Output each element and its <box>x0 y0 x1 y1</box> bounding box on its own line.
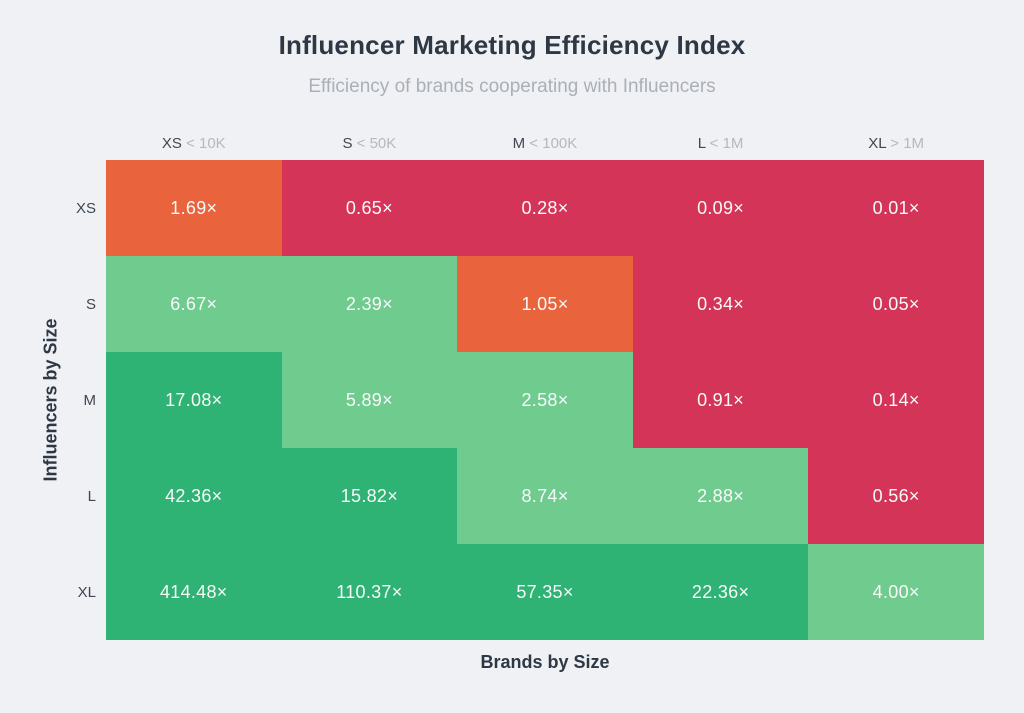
column-threshold-label: > 1M <box>886 135 925 152</box>
column-header-xs: XS < 10K <box>106 133 282 155</box>
cell-l-xs: 42.36× <box>106 448 282 544</box>
cell-xl-l: 22.36× <box>632 544 809 640</box>
column-threshold-label: < 50K <box>352 135 397 152</box>
cell-l-s: 15.82× <box>281 448 458 544</box>
cell-m-l: 0.91× <box>632 352 809 448</box>
x-axis-title: Brands by Size <box>480 652 610 672</box>
x-axis-column-headers: XS < 10K S < 50K M < 100K L < 1M XL > 1M <box>106 133 984 155</box>
chart-title: Influencer Marketing Efficiency Index <box>278 30 746 60</box>
column-header-xl: XL > 1M <box>808 133 984 155</box>
cell-s-l: 0.34× <box>632 256 809 352</box>
column-threshold-label: < 10K <box>181 135 226 152</box>
cell-xl-xl: 4.00× <box>808 544 984 640</box>
column-size-label: S <box>342 135 353 152</box>
column-size-label: XS <box>161 135 182 152</box>
column-header-l: L < 1M <box>633 133 809 155</box>
y-axis-row-labels: XS S M L XL <box>0 160 96 640</box>
column-threshold-label: < 100K <box>525 135 578 152</box>
y-axis-title: Influencers by Size <box>40 318 61 482</box>
cell-s-s: 2.39× <box>281 256 458 352</box>
chart-subtitle: Efficiency of brands cooperating with In… <box>308 76 716 97</box>
cell-l-l: 2.88× <box>632 448 809 544</box>
cell-m-xl: 0.14× <box>808 352 984 448</box>
column-header-s: S < 50K <box>282 133 458 155</box>
row-label-l: L <box>87 487 96 505</box>
heatmap-grid: 1.69× 0.65× 0.28× 0.09× 0.01× 6.67× 2.39× 1.05×… <box>106 160 984 640</box>
column-size-label: L <box>697 135 706 152</box>
cell-s-m: 1.05× <box>457 256 633 352</box>
column-size-label: XL <box>868 135 887 152</box>
row-label-xl: XL <box>77 583 96 601</box>
cell-xl-xs: 414.48× <box>106 544 282 640</box>
cell-xl-m: 57.35× <box>457 544 633 640</box>
cell-s-xs: 6.67× <box>106 256 282 352</box>
column-size-label: M <box>512 135 526 152</box>
column-threshold-label: < 1M <box>705 135 744 152</box>
cell-l-m: 8.74× <box>457 448 633 544</box>
row-label-m: M <box>83 391 97 409</box>
cell-xs-xs: 1.69× <box>106 160 282 256</box>
cell-xs-xl: 0.01× <box>808 160 984 256</box>
column-header-m: M < 100K <box>457 133 633 155</box>
row-label-s: S <box>85 295 96 313</box>
cell-m-xs: 17.08× <box>106 352 282 448</box>
cell-s-xl: 0.05× <box>808 256 984 352</box>
cell-xl-s: 110.37× <box>281 544 458 640</box>
row-label-xs: XS <box>75 199 96 217</box>
cell-m-m: 2.58× <box>457 352 633 448</box>
cell-xs-s: 0.65× <box>281 160 458 256</box>
cell-m-s: 5.89× <box>281 352 458 448</box>
cell-xs-m: 0.28× <box>457 160 633 256</box>
cell-xs-l: 0.09× <box>632 160 809 256</box>
cell-l-xl: 0.56× <box>808 448 984 544</box>
